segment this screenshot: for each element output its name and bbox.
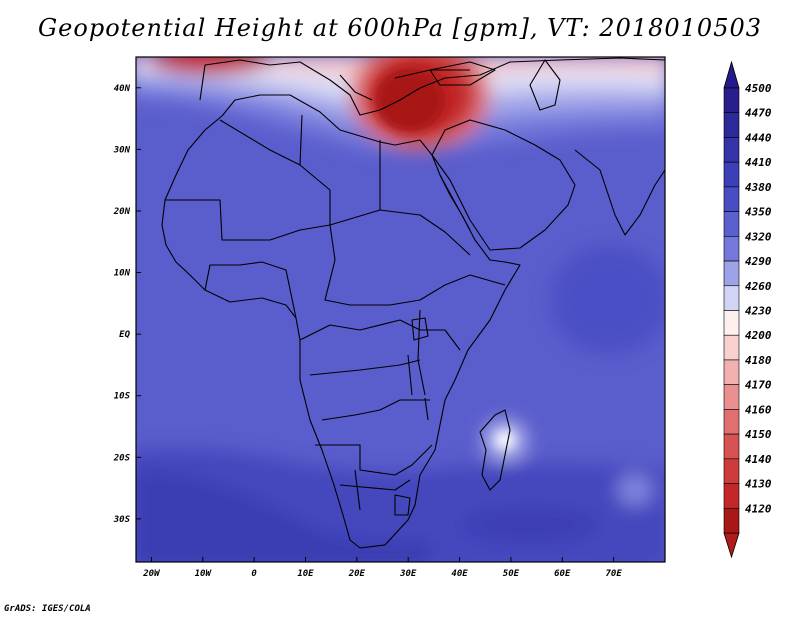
grads-credit: GrADS: IGES/COLA [4,604,91,614]
colorbar-swatch [723,236,740,262]
colorbar-level-label: 4150 [745,428,772,441]
colorbar-swatch [723,137,740,163]
lon-tick-label: 10W [195,569,213,579]
colorbar-level-label: 4180 [745,354,772,367]
colorbar-level-label: 4320 [745,230,772,243]
colorbar-level-label: 4500 [745,82,772,95]
colorbar-swatch [723,310,740,336]
lat-tick-label: 40N [114,84,131,94]
colorbar-level-label: 4470 [745,107,772,120]
colorbar-swatch [723,334,740,361]
lon-tick-label: 40E [451,569,468,579]
colorbar-swatch [723,458,740,484]
colorbar-bottom-cap [723,532,740,559]
colorbar-swatch [723,409,740,435]
colorbar-swatch [723,112,740,138]
colorbar-swatch [723,483,740,509]
colorbar-swatch [723,211,740,237]
colorbar-swatch [723,87,740,114]
colorbar-level-label: 4380 [745,181,772,194]
colorbar-swatch [723,384,740,410]
lon-tick-label: 30E [399,569,417,579]
colorbar-swatch [723,186,740,212]
colorbar-swatch [723,285,740,311]
colorbar-swatch [723,507,740,534]
lat-tick-label: 10N [114,269,131,279]
lon-tick-label: 50E [503,569,520,579]
colorbar-level-label: 4350 [745,206,772,219]
colorbar-level-label: 4160 [745,403,772,416]
colorbar-swatch [723,359,740,385]
lon-tick-label: 0 [251,569,257,579]
colorbar-level-label: 4290 [745,255,772,268]
colorbar-level-label: 4410 [745,156,772,169]
lon-tick-label: 20W [142,569,161,579]
map-title: Geopotential Height at 600hPa [gpm], VT:… [38,14,762,42]
colorbar-level-label: 4230 [745,305,772,318]
colorbar-level-label: 4130 [745,478,772,491]
lat-tick-label: EQ [119,330,130,340]
lon-tick-label: 10E [297,569,314,579]
colorbar-swatch [723,161,740,188]
lon-tick-label: 70E [606,569,623,579]
lon-tick-label: 20E [348,569,366,579]
colorbar-level-label: 4120 [745,502,772,515]
plot-frame [135,56,666,563]
colorbar-swatch [723,433,740,460]
axis-ticks: 20W 10W 0 10E 20E 30E 40E 50E 60E 70E 40N 30N 20N 10N… [113,84,623,579]
lon-tick-label: 60E [554,569,571,579]
lat-tick-label: 20N [113,207,131,217]
lat-tick-label: 20S [113,453,131,463]
lat-tick-label: 10S [114,392,131,402]
colorbar-level-label: 4260 [745,280,772,293]
colorbar-level-label: 4440 [745,131,772,144]
lat-tick-label: 30N [113,145,131,155]
lat-tick-label: 30S [113,515,131,525]
colorbar-level-label: 4170 [745,379,772,392]
colorbar-swatch [723,260,740,287]
colorbar-top-cap [723,60,740,89]
coastlines [161,57,665,549]
colorbar-level-label: 4140 [745,453,772,466]
height-field [136,57,665,562]
colorbar-level-label: 4200 [745,329,772,342]
colorbar: 4500 4470 4440 4410 4380 4350 4320 4290 4260 4230… [723,60,772,559]
